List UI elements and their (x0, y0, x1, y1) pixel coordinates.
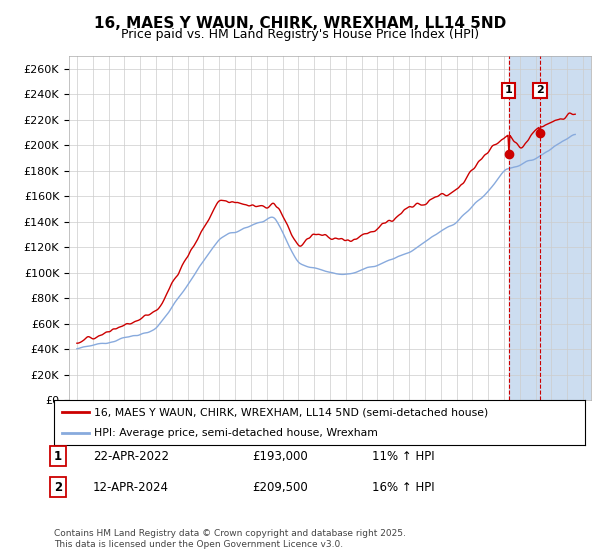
Text: 22-APR-2022: 22-APR-2022 (93, 450, 169, 463)
Text: £209,500: £209,500 (252, 480, 308, 494)
Text: HPI: Average price, semi-detached house, Wrexham: HPI: Average price, semi-detached house,… (94, 428, 378, 438)
Text: Price paid vs. HM Land Registry's House Price Index (HPI): Price paid vs. HM Land Registry's House … (121, 28, 479, 41)
Text: 16, MAES Y WAUN, CHIRK, WREXHAM, LL14 5ND: 16, MAES Y WAUN, CHIRK, WREXHAM, LL14 5N… (94, 16, 506, 31)
Text: 1: 1 (54, 450, 62, 463)
Text: Contains HM Land Registry data © Crown copyright and database right 2025.
This d: Contains HM Land Registry data © Crown c… (54, 529, 406, 549)
Text: 12-APR-2024: 12-APR-2024 (93, 480, 169, 494)
Text: 11% ↑ HPI: 11% ↑ HPI (372, 450, 434, 463)
Text: 16% ↑ HPI: 16% ↑ HPI (372, 480, 434, 494)
Text: 2: 2 (536, 86, 544, 95)
Text: £193,000: £193,000 (252, 450, 308, 463)
Bar (509, 56, 591, 400)
Text: 1: 1 (505, 86, 512, 95)
Text: 16, MAES Y WAUN, CHIRK, WREXHAM, LL14 5ND (semi-detached house): 16, MAES Y WAUN, CHIRK, WREXHAM, LL14 5N… (94, 408, 488, 418)
Text: 2: 2 (54, 480, 62, 494)
